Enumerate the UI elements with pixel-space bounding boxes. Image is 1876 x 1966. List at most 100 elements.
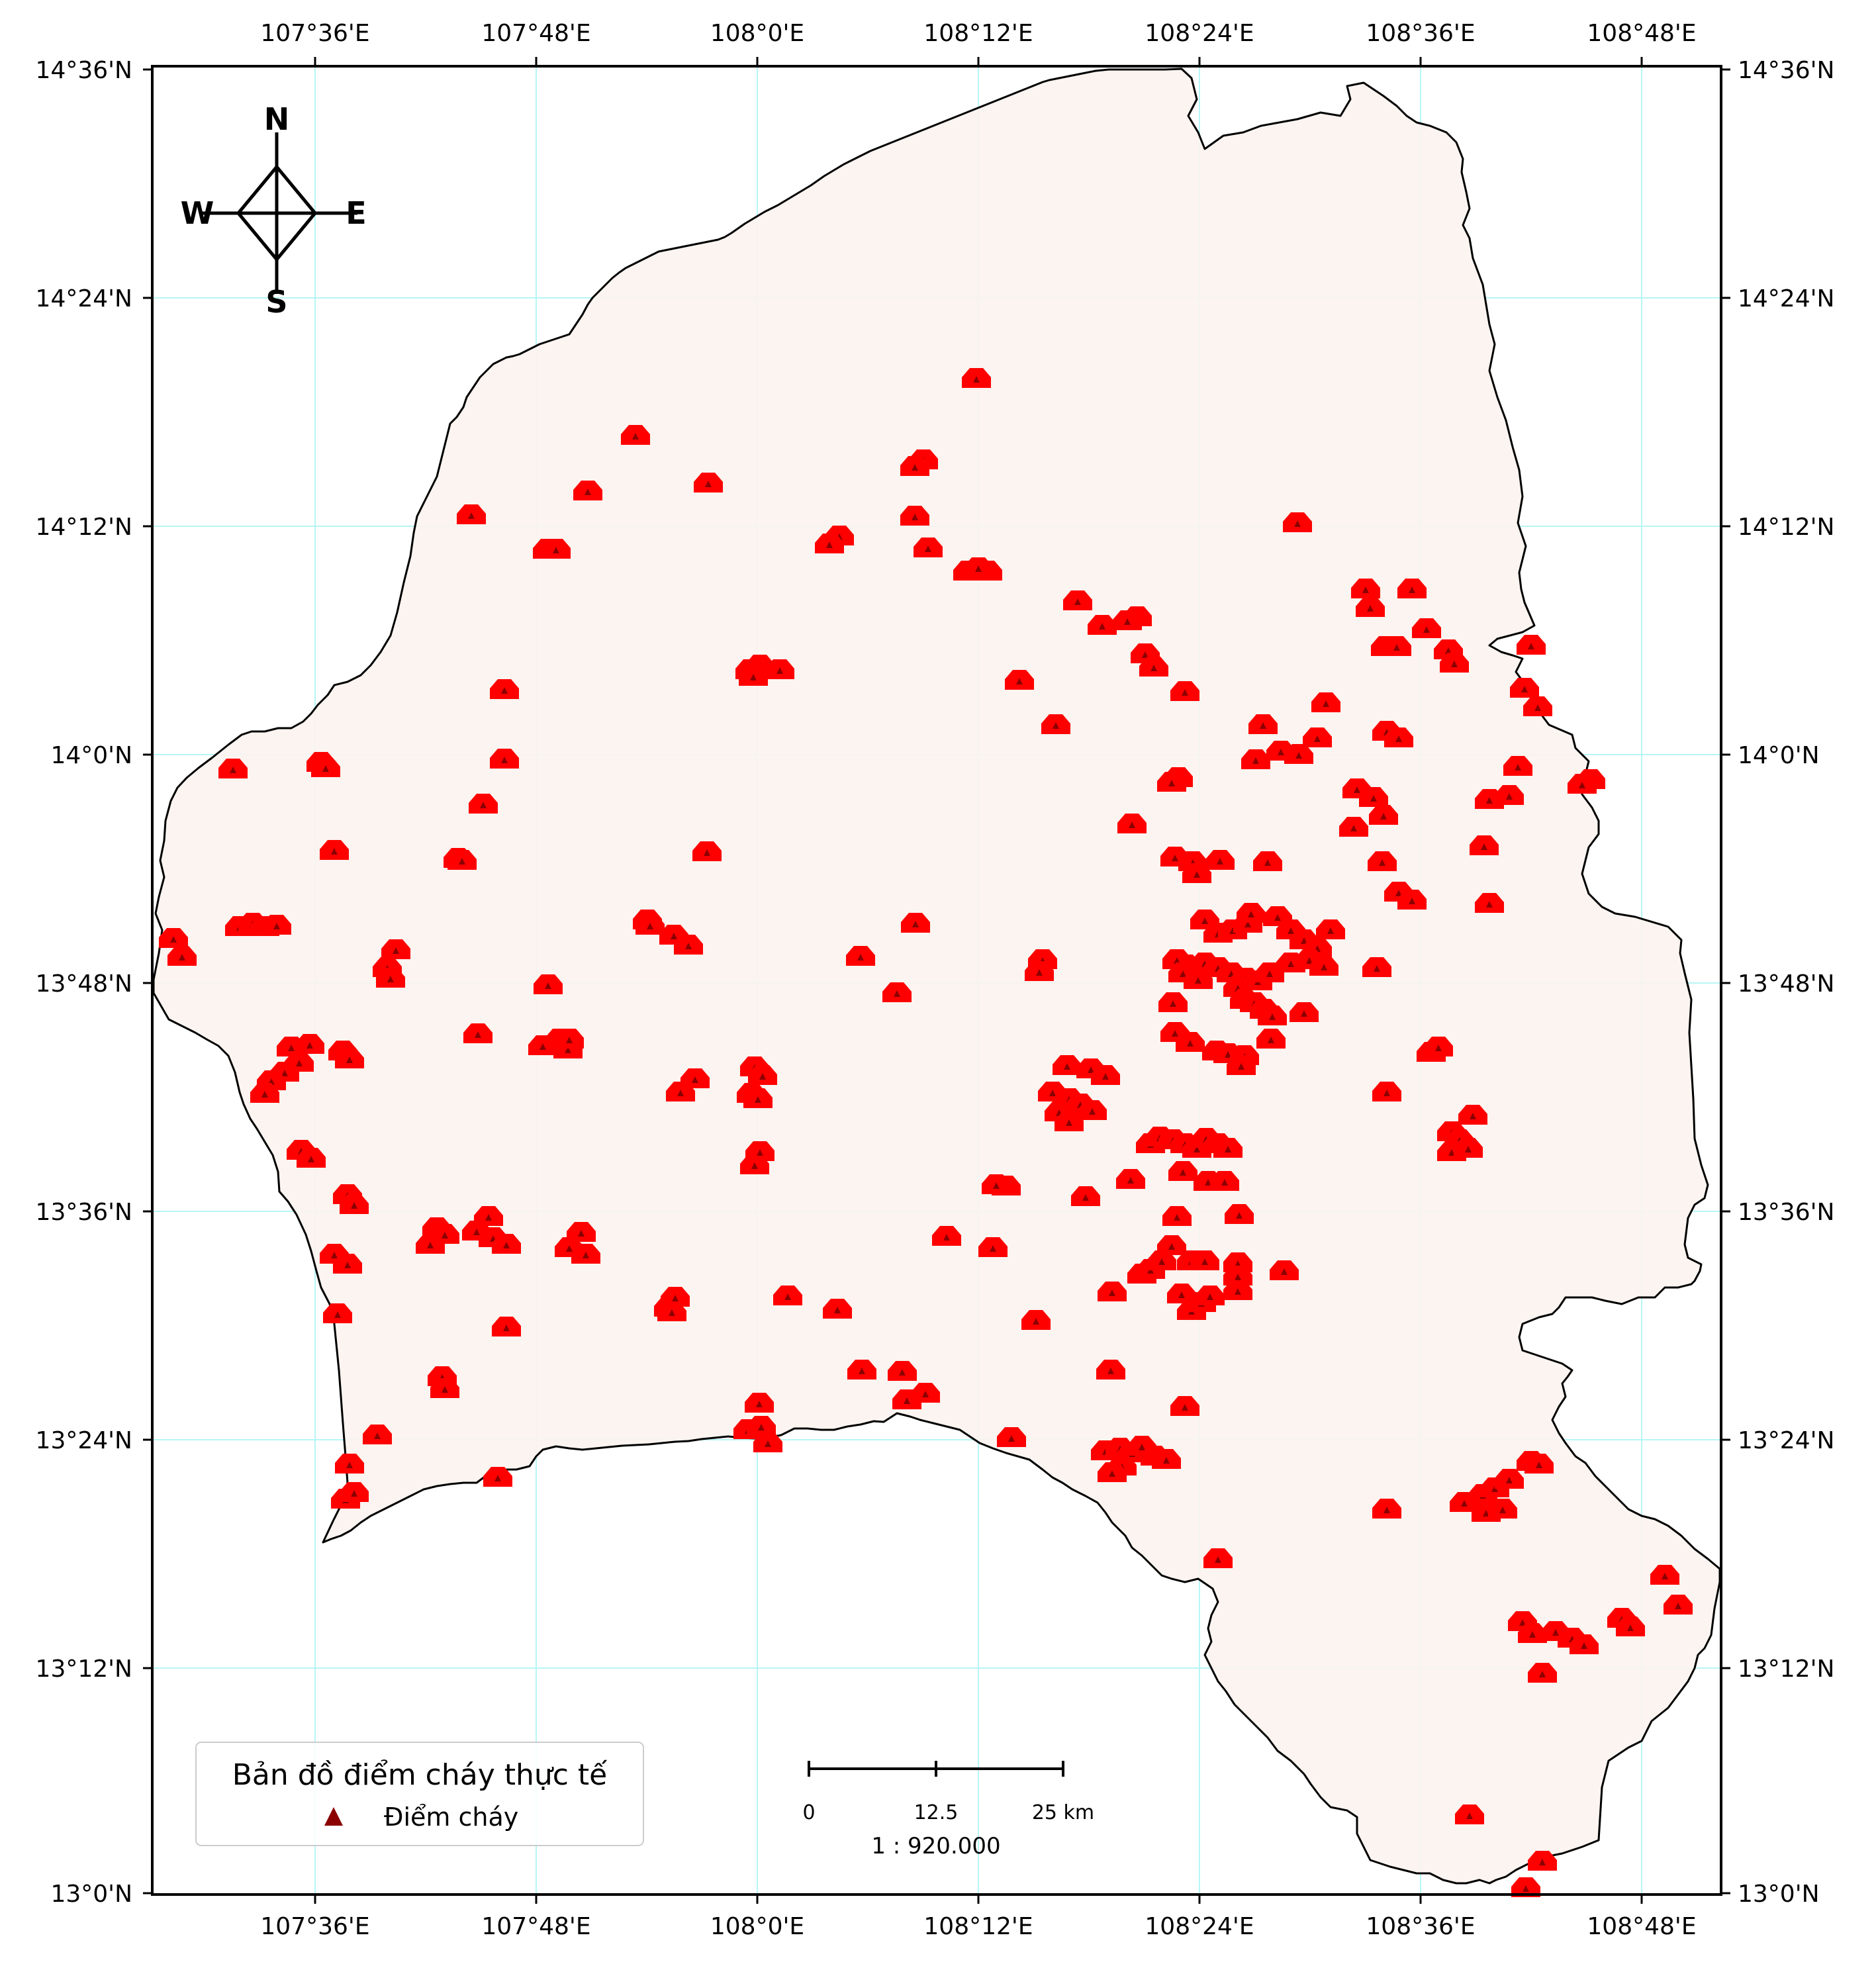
fire-point-marker <box>480 802 487 808</box>
compass-north-label: N <box>264 101 290 137</box>
fire-point <box>416 1234 445 1254</box>
fire-point <box>1369 805 1398 825</box>
fire-point-marker <box>1465 1146 1472 1152</box>
fire-point <box>1397 579 1427 598</box>
fire-point <box>1157 772 1186 792</box>
fire-point-marker <box>494 1475 501 1481</box>
fire-point <box>745 1393 774 1413</box>
fire-point <box>1650 1565 1679 1585</box>
fire-point-marker <box>1306 957 1313 964</box>
fire-point <box>1196 1286 1225 1305</box>
fire-point-marker <box>904 1397 910 1404</box>
tick-marks <box>143 57 1730 1904</box>
fire-point-marker <box>1008 1435 1015 1442</box>
fire-point-marker <box>322 765 329 772</box>
fire-point <box>1071 1186 1100 1206</box>
latitude-labels-right: 14°36'N 14°24'N 14°12'N 14°0'N 13°48'N 1… <box>1738 57 1834 1908</box>
fire-point-marker <box>1074 598 1081 605</box>
fire-point-marker <box>1294 520 1301 527</box>
fire-point-marker <box>1539 1671 1546 1677</box>
fire-point <box>363 1425 392 1444</box>
fire-point-marker <box>1235 1288 1241 1295</box>
fire-point <box>167 946 197 966</box>
fire-point-marker <box>1486 901 1493 908</box>
fire-point <box>1524 1454 1554 1474</box>
legend-box <box>195 1742 644 1846</box>
fire-point <box>1440 653 1469 673</box>
lat-label-left-8: 13°12'N <box>36 1656 132 1683</box>
fire-point <box>571 1244 600 1264</box>
fire-point-marker <box>179 954 185 960</box>
lat-label-right-4: 14°0'N <box>1738 742 1820 769</box>
fire-point <box>1210 1171 1239 1191</box>
fire-point <box>1339 817 1368 837</box>
fire-point-marker <box>1163 1457 1170 1464</box>
fire-point-marker <box>1451 661 1458 667</box>
fire-point <box>846 946 875 966</box>
lon-label-bottom-7: 108°48'E <box>1587 1913 1696 1940</box>
fire-point-marker <box>1180 1169 1186 1176</box>
fire-point-marker <box>442 1232 448 1239</box>
fire-point-marker <box>1327 927 1334 934</box>
fire-point <box>1351 579 1380 598</box>
fire-point <box>847 1360 876 1380</box>
fire-point <box>745 1141 774 1161</box>
province-boundary <box>152 68 1721 1885</box>
fire-point <box>1356 597 1385 617</box>
fire-point-marker <box>1395 890 1402 896</box>
fire-point <box>1518 1623 1547 1643</box>
fire-point <box>1152 1449 1181 1469</box>
fire-point <box>250 1083 279 1103</box>
fire-point-marker <box>1172 1030 1178 1037</box>
fire-point <box>534 974 563 994</box>
fire-point-marker <box>1499 1507 1506 1513</box>
fire-point <box>1412 618 1441 638</box>
fire-point <box>1139 657 1168 677</box>
fire-point <box>753 1432 782 1452</box>
fire-point-marker <box>566 1245 573 1252</box>
scale-ratio: 1 : 920.000 <box>871 1833 1000 1859</box>
fire-point <box>492 1317 521 1336</box>
fire-point <box>1091 1065 1120 1085</box>
lat-label-left-4: 14°0'N <box>50 742 132 769</box>
fire-point <box>1470 835 1499 855</box>
lon-label-top-7: 108°48'E <box>1587 20 1696 47</box>
fire-point-marker <box>334 1311 341 1318</box>
fire-point <box>483 1467 512 1487</box>
fire-point <box>490 749 519 769</box>
fire-point-marker <box>1350 825 1357 831</box>
fire-point-marker <box>1295 752 1302 759</box>
lat-label-left-7: 13°24'N <box>36 1427 132 1454</box>
lat-label-left-1: 14°36'N <box>36 57 132 84</box>
fire-point-marker <box>566 1037 573 1043</box>
lon-label-top-1: 107°36'E <box>260 20 369 47</box>
fire-point-marker <box>1168 780 1175 786</box>
fire-point-marker <box>475 1031 481 1038</box>
compass-rose <box>202 132 357 294</box>
latitude-labels-left: 14°36'N 14°24'N 14°12'N 14°0'N 13°48'N 1… <box>36 57 132 1908</box>
fire-point-marker <box>1102 1073 1109 1080</box>
fire-point <box>1055 1111 1084 1131</box>
fire-point <box>1021 1310 1051 1330</box>
fire-point-marker <box>975 565 982 572</box>
fire-point-marker <box>756 1401 763 1407</box>
lat-label-right-7: 13°24'N <box>1738 1427 1834 1454</box>
fire-point-marker <box>1082 1194 1089 1201</box>
fire-point-marker <box>1033 1318 1039 1325</box>
fire-point-marker <box>1409 898 1415 904</box>
fire-point <box>982 1174 1011 1194</box>
fire-point-marker <box>585 489 591 495</box>
fire-point <box>1205 850 1235 870</box>
lon-label-bottom-5: 108°24'E <box>1145 1913 1254 1940</box>
fire-point <box>1316 919 1345 939</box>
fire-point <box>1495 1469 1524 1489</box>
fire-point <box>474 1206 503 1226</box>
fire-point-marker <box>1178 1291 1185 1298</box>
fire-point-marker <box>1278 749 1284 755</box>
fire-point-marker <box>1088 1066 1094 1073</box>
fire-point <box>1510 678 1539 698</box>
fire-point-marker <box>1235 1260 1241 1267</box>
fire-point <box>997 1427 1026 1447</box>
fire-point-marker <box>1380 813 1387 819</box>
fire-point <box>457 504 486 524</box>
